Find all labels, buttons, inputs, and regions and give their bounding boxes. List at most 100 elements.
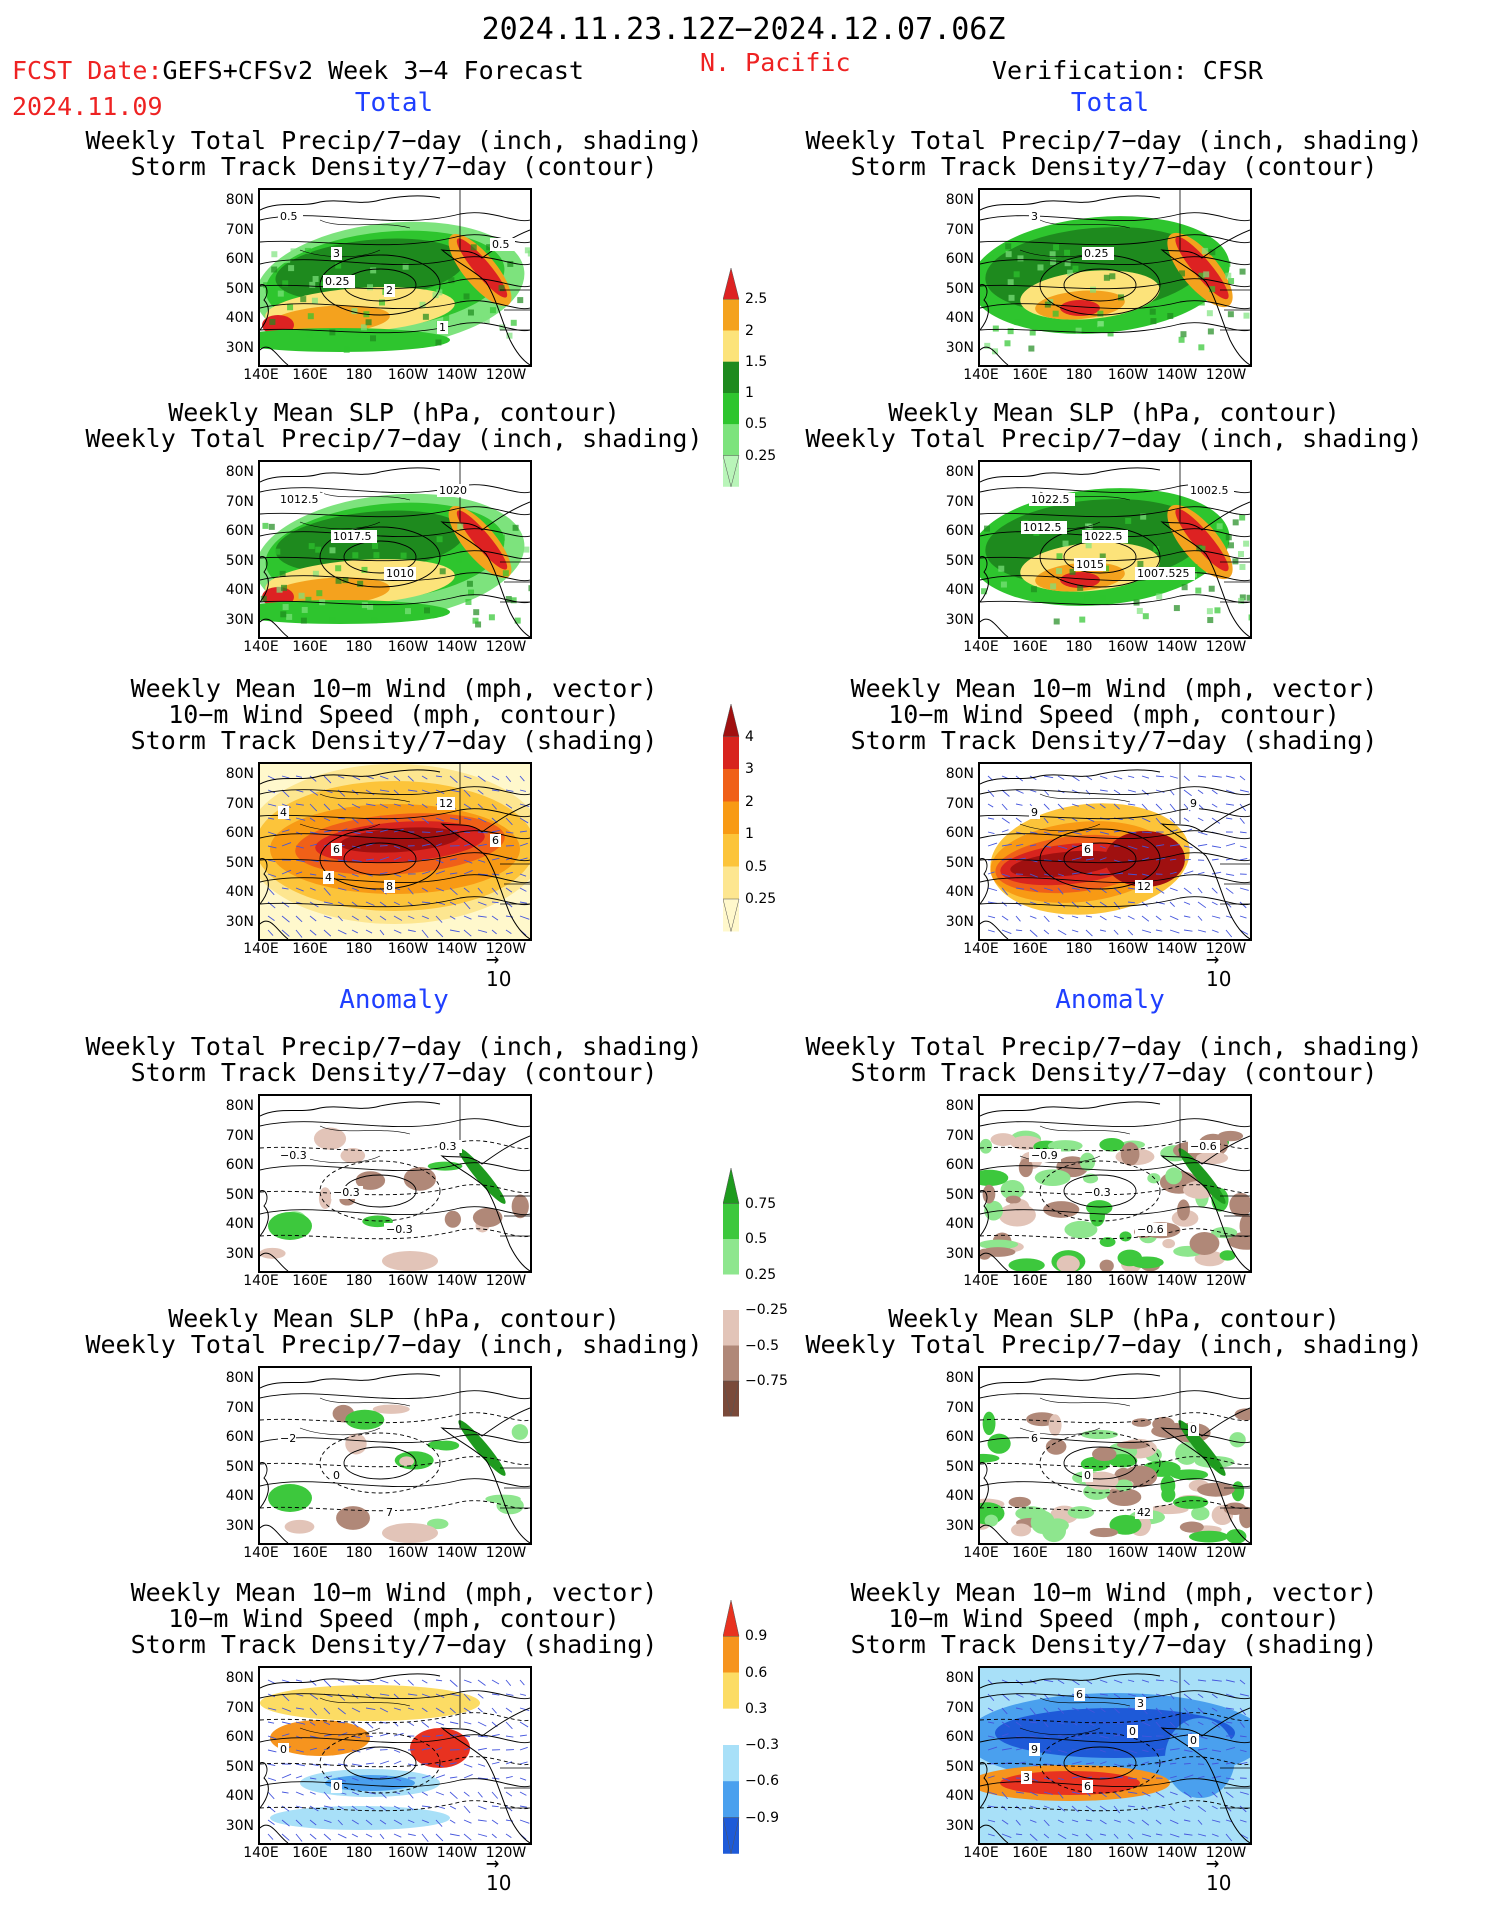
map-6-verification: 9 6 3 0 3 6 0 — [978, 1666, 1252, 1845]
lat-tick-label: 70N — [945, 493, 974, 510]
lon-tick-label: 140E — [963, 367, 999, 383]
region-label: N. Pacific — [700, 48, 851, 77]
lat-tick-label: 70N — [225, 493, 254, 510]
contour-label: 0 — [1188, 1423, 1199, 1436]
lat-tick-label: 60N — [225, 251, 254, 267]
panel-title-3-verification-line3: Storm Track Density/7−day (shading) — [850, 726, 1378, 755]
contour-label: 1022.5 — [1082, 530, 1128, 543]
map-plot-6-verification: 9 6 3 0 3 6 0 — [980, 1668, 1250, 1843]
lon-tick-label: 160W — [387, 367, 429, 383]
contour-label: −0.3 — [278, 1149, 310, 1162]
panel-title-6-verification-line2: 10−m Wind Speed (mph, contour) — [888, 1604, 1340, 1633]
contour-label: 1002.5 — [1188, 484, 1234, 497]
lon-tick-label: 180 — [345, 1273, 373, 1289]
lat-tick-label: 60N — [945, 825, 974, 841]
lat-tick-label: 30N — [945, 339, 974, 356]
svg-text:9: 9 — [1031, 1743, 1038, 1756]
lat-tick-label: 80N — [225, 1098, 254, 1114]
lat-tick-label: 70N — [945, 1127, 974, 1144]
lon-tick-label: 120W — [1205, 367, 1247, 383]
map-plot-4-forecast: −0.3 −0.3 −0.3 0.3 — [260, 1096, 530, 1271]
svg-text:−0.3: −0.3 — [1084, 1186, 1111, 1199]
lon-tick-label: 160E — [292, 1545, 328, 1561]
lon-tick-label: 180 — [1065, 367, 1093, 383]
colorbar-tick-label: −0.5 — [745, 1337, 779, 1354]
contour-label: 6 — [1029, 1432, 1040, 1445]
lon-tick-label: 120W — [485, 1845, 527, 1861]
colorbar-tick-label: −0.3 — [745, 1737, 779, 1753]
lon-tick-label: 160E — [292, 639, 328, 655]
svg-text:42: 42 — [1137, 1506, 1151, 1519]
svg-text:−0.3: −0.3 — [386, 1223, 413, 1236]
lon-tick-label: 140E — [963, 1845, 999, 1861]
lat-tick-label: 60N — [945, 523, 974, 539]
panel-title-6-forecast-line3: Storm Track Density/7−day (shading) — [130, 1630, 658, 1659]
lat-tick-label: 70N — [225, 221, 254, 238]
reference-vector-label: 10 — [486, 1871, 512, 1895]
lon-tick-label: 160W — [1107, 1845, 1149, 1861]
panel-title-2-forecast-line1: Weekly Mean SLP (hPa, contour) — [168, 398, 620, 427]
lat-tick-label: 80N — [225, 766, 254, 782]
lat-tick-label: 60N — [225, 825, 254, 841]
reference-vector-arrow: → — [1206, 947, 1220, 972]
lat-tick-label: 40N — [225, 1488, 254, 1504]
svg-text:3: 3 — [1031, 210, 1038, 223]
svg-text:1012.5: 1012.5 — [280, 493, 319, 506]
svg-text:9: 9 — [1190, 797, 1197, 810]
lon-tick-label: 140W — [436, 639, 478, 655]
lon-tick-label: 180 — [1065, 941, 1093, 957]
contour-label: 0 — [278, 1743, 289, 1756]
lat-tick-label: 80N — [945, 192, 974, 208]
contour-label: 9 — [1029, 1743, 1040, 1756]
lat-tick-label: 70N — [945, 1699, 974, 1716]
colorbar-tick-label: 1.5 — [745, 353, 768, 370]
lat-tick-label: 70N — [225, 1699, 254, 1716]
panel-title-3-forecast-line3: Storm Track Density/7−day (shading) — [130, 726, 658, 755]
lat-tick-label: 50N — [945, 280, 974, 297]
lon-tick-label: 140W — [436, 367, 478, 383]
contour-label: 42 — [1135, 1506, 1153, 1519]
panel-title-2-forecast-line2: Weekly Total Precip/7−day (inch, shading… — [85, 424, 703, 453]
lat-tick-label: 40N — [225, 1216, 254, 1232]
lat-tick-label: 70N — [945, 795, 974, 812]
contour-label: 1010 — [384, 567, 416, 580]
lon-tick-label: 160W — [387, 639, 429, 655]
svg-text:1007.525: 1007.525 — [1137, 567, 1190, 580]
colorbar-tick-label: 0.3 — [745, 1700, 768, 1717]
lon-tick-label: 140E — [963, 941, 999, 957]
svg-text:0: 0 — [333, 1780, 340, 1793]
lon-tick-label: 140W — [1156, 941, 1198, 957]
contour-label: 0 — [331, 1469, 342, 1482]
lon-tick-label: 160E — [1012, 367, 1048, 383]
lon-tick-label: 140W — [1156, 1545, 1198, 1561]
lat-tick-label: 80N — [945, 1098, 974, 1114]
svg-text:0.3: 0.3 — [439, 1140, 457, 1153]
lat-tick-label: 40N — [225, 310, 254, 326]
colorbar-precip-anom — [722, 1167, 783, 1460]
colorbar-tick-label: 3 — [745, 761, 754, 777]
lon-tick-label: 120W — [485, 367, 527, 383]
svg-text:7: 7 — [386, 1506, 393, 1519]
lat-tick-label: 40N — [225, 582, 254, 598]
contour-label: 9 — [1029, 806, 1040, 819]
panel-title-4-verification-line2: Storm Track Density/7−day (contour) — [850, 1058, 1378, 1087]
lon-tick-label: 140E — [243, 1273, 279, 1289]
map-plot-1-forecast: 0.5 3 2 1 0.5 0.25 — [260, 190, 530, 365]
svg-text:1020: 1020 — [439, 484, 467, 497]
lon-tick-label: 140W — [1156, 1273, 1198, 1289]
lat-tick-label: 50N — [225, 1186, 254, 1203]
lon-tick-label: 160W — [1107, 1273, 1149, 1289]
contour-label: −0.3 — [331, 1186, 363, 1199]
lon-tick-label: 140E — [963, 1545, 999, 1561]
lon-tick-label: 160W — [1107, 1545, 1149, 1561]
lon-tick-label: 160W — [387, 1845, 429, 1861]
contour-label: 0 — [1127, 1725, 1138, 1738]
colorbar-tick-label: 2 — [745, 322, 754, 339]
contour-label: 0.5 — [278, 210, 303, 223]
panel-title-5-forecast-line2: Weekly Total Precip/7−day (inch, shading… — [85, 1330, 703, 1359]
contour-label: 0.25 — [1082, 247, 1114, 260]
map-3-forecast: 4 6 8 12 6 4 — [258, 762, 532, 941]
lat-tick-label: 50N — [945, 854, 974, 871]
svg-text:−0.3: −0.3 — [280, 1149, 307, 1162]
